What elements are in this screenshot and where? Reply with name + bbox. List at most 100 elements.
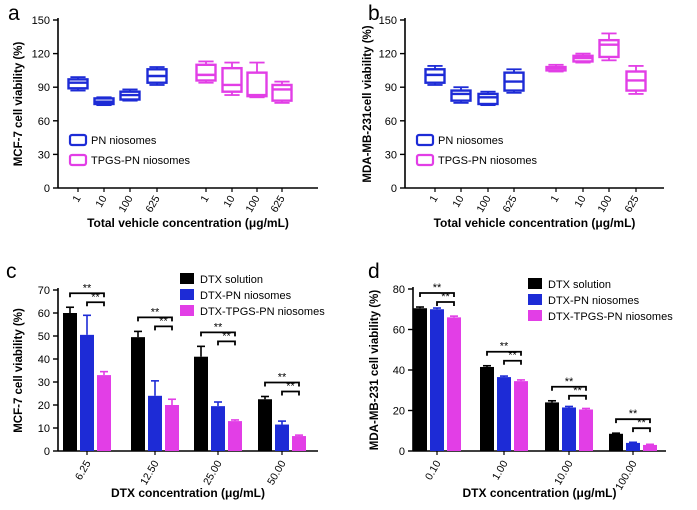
legend-label: TPGS-PN niosomes bbox=[91, 155, 191, 167]
bar bbox=[275, 424, 289, 451]
significance-bracket bbox=[264, 381, 300, 387]
y-tick-label: 0 bbox=[44, 183, 50, 195]
x-tick-label: 1 bbox=[198, 193, 211, 204]
bar bbox=[97, 375, 111, 451]
y-tick-label: 40 bbox=[38, 354, 50, 366]
legend-swatch bbox=[415, 153, 435, 167]
bar bbox=[165, 405, 179, 451]
bar bbox=[148, 395, 162, 451]
x-tick-label: 10.00 bbox=[552, 458, 576, 487]
bar bbox=[80, 334, 94, 451]
significance-mark: ** bbox=[91, 291, 100, 303]
significance-mark: ** bbox=[565, 376, 574, 388]
y-tick-label: 120 bbox=[379, 49, 397, 61]
legend-label: DTX solution bbox=[200, 274, 263, 286]
bar bbox=[228, 421, 242, 451]
x-tick-label: 625 bbox=[622, 193, 641, 214]
significance-bracket bbox=[217, 340, 236, 346]
x-tick-label: 625 bbox=[500, 193, 519, 214]
legend-label: DTX-PN niosomes bbox=[548, 295, 640, 307]
x-tick-label: 10 bbox=[572, 193, 588, 209]
significance-bracket bbox=[69, 292, 105, 298]
y-tick-label: 90 bbox=[385, 82, 397, 94]
y-tick-label: 150 bbox=[32, 15, 50, 27]
significance-mark: ** bbox=[500, 341, 509, 353]
significance-mark: ** bbox=[214, 321, 223, 333]
x-tick-label: 0.10 bbox=[423, 458, 444, 482]
legend-label: DTX-TPGS-PN niosomes bbox=[200, 306, 325, 318]
x-tick-label: 12.50 bbox=[138, 458, 162, 487]
x-tick-label: 25.00 bbox=[201, 458, 225, 487]
y-tick-label: 40 bbox=[393, 365, 405, 377]
bar bbox=[258, 399, 272, 451]
significance-bracket bbox=[281, 390, 300, 396]
bar bbox=[430, 309, 444, 451]
bar bbox=[211, 406, 225, 451]
x-axis-title: DTX concentration (μg/mL) bbox=[111, 486, 265, 500]
bar bbox=[447, 317, 461, 451]
significance-mark: ** bbox=[222, 330, 231, 342]
bar bbox=[63, 313, 77, 451]
significance-bracket bbox=[486, 350, 522, 356]
bar bbox=[609, 433, 623, 451]
bar bbox=[131, 337, 145, 451]
y-tick-label: 60 bbox=[393, 325, 405, 337]
significance-bracket bbox=[154, 325, 173, 331]
legend-label: DTX-TPGS-PN niosomes bbox=[548, 311, 673, 323]
x-tick-label: 1.00 bbox=[490, 458, 511, 482]
significance-bracket bbox=[419, 292, 455, 298]
significance-mark: ** bbox=[629, 408, 638, 420]
significance-bracket bbox=[568, 394, 587, 400]
y-tick-label: 60 bbox=[38, 308, 50, 320]
panel-b: b 0 30 60 90 120 150 MDA-MB-231cell viability (… bbox=[362, 2, 664, 230]
bar bbox=[413, 308, 427, 451]
panel-d: d 0 20 40 60 80 MDA-MB-231 cell viability (%) D… bbox=[368, 260, 673, 500]
y-axis-title: MDA-MB-231 cell viability (%) bbox=[369, 290, 381, 451]
legend-swatch bbox=[68, 133, 88, 147]
y-tick-label: 60 bbox=[38, 116, 50, 128]
significance-mark: ** bbox=[83, 282, 92, 294]
bar bbox=[626, 442, 640, 451]
x-axis-title: DTX concentration (μg/mL) bbox=[462, 486, 616, 500]
bar bbox=[194, 356, 208, 451]
legend-label: PN niosomes bbox=[91, 135, 157, 147]
legend-swatch bbox=[180, 305, 194, 316]
significance-bracket bbox=[503, 359, 522, 365]
box bbox=[246, 71, 268, 98]
significance-bracket bbox=[615, 418, 651, 424]
y-tick-label: 20 bbox=[38, 400, 50, 412]
y-tick-label: 80 bbox=[393, 284, 405, 296]
significance-mark: ** bbox=[159, 315, 168, 327]
significance-mark: ** bbox=[508, 350, 517, 362]
significance-mark: ** bbox=[433, 282, 442, 294]
x-tick-label: 1 bbox=[427, 193, 440, 204]
y-axis-title: MCF-7 cell viability (%) bbox=[13, 308, 25, 433]
y-tick-label: 120 bbox=[32, 49, 50, 61]
legend-swatch bbox=[180, 289, 194, 300]
legend-label: DTX-PN niosomes bbox=[200, 290, 292, 302]
x-tick-label: 625 bbox=[143, 193, 162, 214]
y-tick-label: 50 bbox=[38, 331, 50, 343]
y-axis-title: MDA-MB-231cell viability (%) bbox=[362, 25, 374, 182]
box bbox=[195, 63, 217, 82]
x-tick-label: 10 bbox=[450, 193, 466, 209]
significance-bracket bbox=[436, 301, 455, 307]
y-tick-label: 60 bbox=[385, 116, 397, 128]
significance-mark: ** bbox=[286, 380, 295, 392]
x-tick-label: 6.25 bbox=[73, 458, 94, 482]
x-axis-title: Total vehicle concentration (μg/mL) bbox=[87, 216, 289, 230]
significance-bracket bbox=[551, 385, 587, 391]
x-tick-label: 625 bbox=[268, 193, 287, 214]
panel-c: c 0 10 20 30 40 50 60 70 MCF-7 cell viability (%)… bbox=[6, 260, 325, 500]
box bbox=[271, 83, 293, 102]
significance-mark: ** bbox=[151, 306, 160, 318]
legend-swatch bbox=[528, 278, 542, 289]
y-tick-label: 20 bbox=[393, 406, 405, 418]
y-tick-label: 0 bbox=[399, 446, 405, 458]
x-tick-label: 10 bbox=[93, 193, 109, 209]
legend-label: PN niosomes bbox=[438, 135, 504, 147]
legend-swatch bbox=[68, 153, 88, 167]
x-tick-label: 1 bbox=[548, 193, 561, 204]
panel-letter: c bbox=[6, 260, 17, 283]
significance-bracket bbox=[200, 331, 236, 337]
